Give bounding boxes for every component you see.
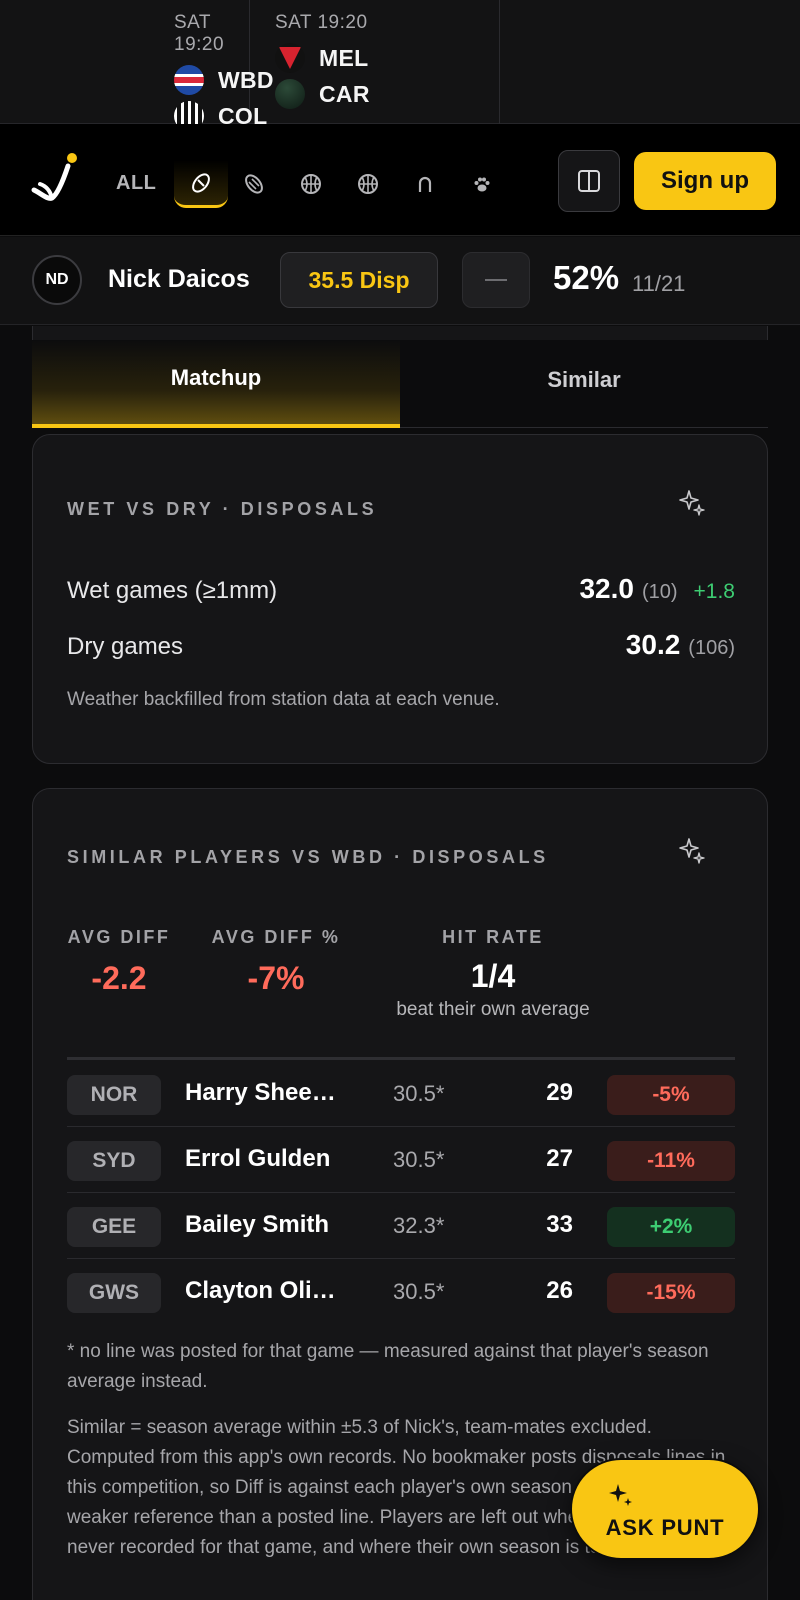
dry-values: 30.2 (106): [626, 629, 735, 661]
team-name: CAR: [319, 80, 370, 107]
sparkle-icon[interactable]: [679, 489, 707, 517]
footnote: * no line was posted for that game — mea…: [67, 1341, 709, 1392]
team-logo-icon: [275, 79, 305, 109]
team-row-home: MEL: [275, 40, 499, 76]
line-value: 32.3*: [393, 1213, 445, 1238]
game-card[interactable]: SAT 19:20 WBD COL: [0, 0, 274, 131]
card-title: SIMILAR PLAYERS VS WBD · DISPOSALS: [67, 847, 549, 867]
team-name: MEL: [319, 44, 369, 71]
player-name: Nick Daicos: [108, 265, 250, 293]
sport-filter-all[interactable]: ALL: [116, 172, 157, 194]
team-badge: GEE: [67, 1207, 161, 1247]
wet-value: 32.0: [579, 573, 634, 604]
tab-bar: Matchup Similar: [32, 340, 768, 428]
diff-badge: +2%: [607, 1207, 735, 1247]
stat-value: 1/4: [470, 958, 516, 994]
hit-rate-stat: HIT RATE 1/4 beat their own average: [375, 927, 611, 1021]
wet-games-row: Wet games (≥1mm) 32.0 (10) +1.8: [67, 573, 735, 605]
stat-subtitle: beat their own average: [396, 999, 590, 1020]
game-card-empty: [500, 0, 800, 124]
top-nav: ALL Sign up: [0, 124, 800, 236]
team-row-home: WBD: [174, 62, 274, 98]
dry-count: (106): [688, 637, 735, 659]
game-time: SAT 19:20: [275, 12, 368, 33]
card-edge: [32, 326, 768, 340]
actual-value: 27: [546, 1145, 573, 1172]
paw-icon[interactable]: [462, 164, 502, 204]
hit-percentage: 52%: [553, 259, 620, 296]
games-strip: SAT 19:20 WBD COL SAT 19:20 MEL CAR: [0, 0, 800, 131]
stat-label: HIT RATE: [442, 927, 544, 947]
hit-record: 11/21: [632, 271, 686, 296]
line-value: 30.5*: [393, 1081, 445, 1106]
wet-diff: +1.8: [693, 580, 735, 603]
wet-count: (10): [641, 581, 678, 603]
actual-value: 29: [546, 1079, 573, 1106]
stat-label: AVG DIFF %: [211, 927, 341, 947]
basketball-alt-icon[interactable]: [348, 164, 388, 204]
game-card[interactable]: SAT 19:20 MEL CAR: [250, 0, 500, 124]
wet-values: 32.0 (10) +1.8: [579, 573, 735, 605]
avg-diff-stat: AVG DIFF -2.2: [67, 927, 171, 997]
diff-badge: -15%: [607, 1273, 735, 1313]
rugby-ball-icon[interactable]: [234, 164, 274, 204]
afl-football-icon[interactable]: [174, 160, 228, 208]
actual-value: 33: [546, 1211, 573, 1238]
table-row[interactable]: SYD Errol Gulden 30.5* 27 -11%: [67, 1127, 735, 1193]
actual-value: 26: [546, 1277, 573, 1304]
team-row-away: CAR: [275, 76, 499, 112]
table-row[interactable]: NOR Harry Shee… 30.5* 29 -5%: [67, 1061, 735, 1127]
card-title: WET VS DRY · DISPOSALS: [67, 499, 378, 519]
stat-value: -2.2: [91, 960, 147, 996]
team-logo-icon: [275, 43, 305, 73]
team-name: WBD: [218, 66, 274, 93]
player-name: Harry Shee…: [185, 1079, 336, 1106]
sign-up-button[interactable]: Sign up: [634, 152, 776, 210]
team-badge: GWS: [67, 1273, 161, 1313]
explainer-text: Similar = season average within ±5.3 of …: [67, 1417, 731, 1558]
game-time: SAT 19:20: [174, 12, 225, 55]
table-row[interactable]: GWS Clayton Oli… 30.5* 26 -15%: [67, 1259, 735, 1325]
team-badge: SYD: [67, 1141, 161, 1181]
player-bar: ND Nick Daicos 35.5 Disp 52% 11/21: [0, 237, 800, 325]
diff-badge: -11%: [607, 1141, 735, 1181]
table-row[interactable]: GEE Bailey Smith 32.3* 33 +2%: [67, 1193, 735, 1259]
prop-line-pill[interactable]: 35.5 Disp: [280, 252, 438, 308]
tab-matchup[interactable]: Matchup: [32, 340, 400, 428]
ask-punt-button[interactable]: ASK PUNT: [570, 1458, 760, 1560]
wet-dry-card: WET VS DRY · DISPOSALS Wet games (≥1mm) …: [32, 434, 768, 764]
stat-label: AVG DIFF: [67, 927, 171, 947]
team-logo-icon: [174, 65, 204, 95]
dry-label: Dry games: [67, 633, 184, 660]
dry-value: 30.2: [625, 629, 681, 660]
weather-note: Weather backfilled from station data at …: [67, 689, 500, 710]
dry-games-row: Dry games 30.2 (106): [67, 629, 735, 661]
line-adjust-button[interactable]: [462, 252, 530, 308]
player-name: Errol Gulden: [185, 1145, 331, 1172]
player-name: Clayton Oli…: [185, 1277, 336, 1304]
table-divider: [67, 1057, 735, 1060]
sparkle-icon: [609, 1484, 632, 1506]
ask-punt-label: ASK PUNT: [605, 1515, 725, 1540]
sparkle-icon[interactable]: [679, 837, 707, 865]
avatar: ND: [32, 255, 82, 305]
app-logo-icon[interactable]: [30, 150, 80, 202]
tab-similar[interactable]: Similar: [547, 367, 621, 392]
line-value: 30.5*: [393, 1279, 445, 1304]
wet-label: Wet games (≥1mm): [67, 577, 278, 604]
line-value: 30.5*: [393, 1147, 445, 1172]
arch-icon[interactable]: [405, 164, 445, 204]
basketball-icon[interactable]: [291, 164, 331, 204]
avg-diff-pct-stat: AVG DIFF % -7%: [211, 927, 341, 997]
split-view-button[interactable]: [558, 150, 620, 212]
minus-icon: [485, 279, 507, 281]
stat-value: -7%: [247, 960, 305, 996]
columns-icon: [578, 170, 600, 192]
player-name: Bailey Smith: [185, 1211, 330, 1238]
diff-badge: -5%: [607, 1075, 735, 1115]
team-badge: NOR: [67, 1075, 161, 1115]
